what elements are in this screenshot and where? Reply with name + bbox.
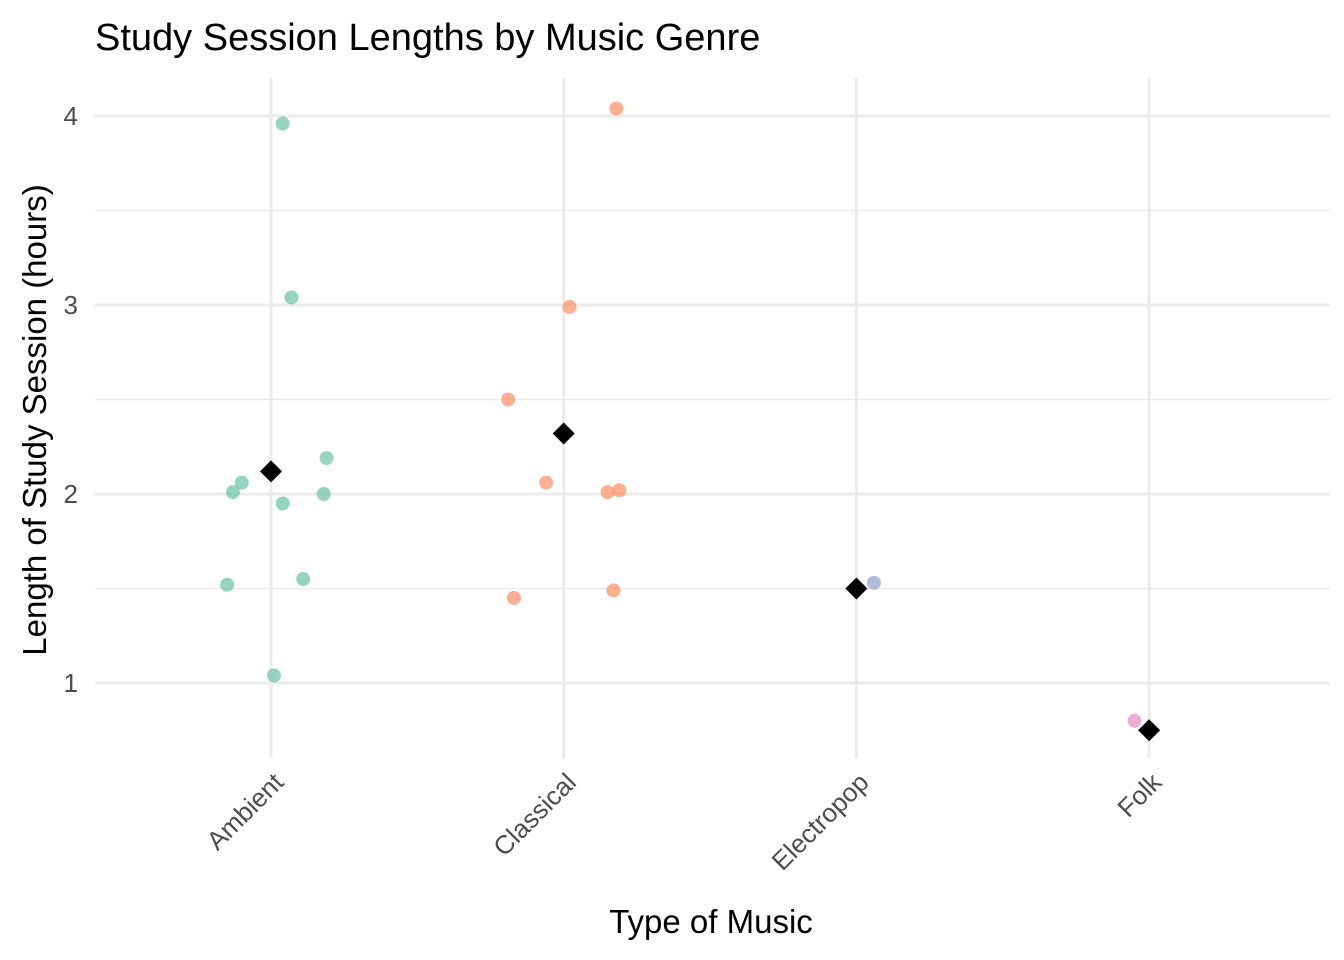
data-point bbox=[275, 496, 290, 511]
x-axis-ticks: Ambient Classical Electropop Folk bbox=[201, 766, 1168, 876]
data-point bbox=[296, 572, 311, 587]
grid-lines bbox=[95, 78, 1330, 758]
x-tick-label: Folk bbox=[1111, 766, 1168, 823]
data-point bbox=[275, 116, 290, 131]
y-axis-title: Length of Study Session (hours) bbox=[16, 184, 53, 655]
data-point bbox=[612, 483, 627, 498]
mean-marker bbox=[1138, 719, 1161, 742]
data-point bbox=[609, 101, 624, 116]
data-point bbox=[501, 392, 516, 407]
mean-markers bbox=[260, 422, 1161, 742]
data-point bbox=[319, 451, 334, 466]
mean-marker bbox=[552, 422, 575, 445]
data-point bbox=[600, 485, 615, 500]
data-points bbox=[220, 101, 1142, 728]
chart-title: Study Session Lengths by Music Genre bbox=[95, 17, 760, 59]
x-axis-title: Type of Music bbox=[609, 903, 813, 940]
x-tick-label: Electropop bbox=[766, 767, 875, 876]
data-point bbox=[284, 290, 299, 305]
data-point bbox=[506, 590, 521, 605]
data-point bbox=[866, 575, 881, 590]
data-point bbox=[225, 485, 240, 500]
data-point bbox=[539, 475, 554, 490]
mean-marker bbox=[260, 460, 282, 483]
data-point bbox=[316, 487, 331, 501]
data-point bbox=[234, 475, 249, 490]
data-point bbox=[562, 299, 577, 314]
x-tick-label: Ambient bbox=[201, 766, 290, 855]
mean-marker bbox=[845, 577, 868, 600]
data-point bbox=[606, 583, 621, 598]
y-tick-label: 1 bbox=[64, 668, 78, 698]
data-point bbox=[1127, 713, 1142, 728]
data-point bbox=[220, 577, 235, 592]
y-tick-label: 3 bbox=[64, 290, 78, 320]
x-tick-label: Classical bbox=[487, 767, 582, 862]
data-point bbox=[266, 668, 281, 683]
y-tick-label: 2 bbox=[64, 479, 78, 509]
y-axis-ticks: 1 2 3 4 bbox=[64, 101, 78, 698]
y-tick-label: 4 bbox=[64, 101, 78, 131]
